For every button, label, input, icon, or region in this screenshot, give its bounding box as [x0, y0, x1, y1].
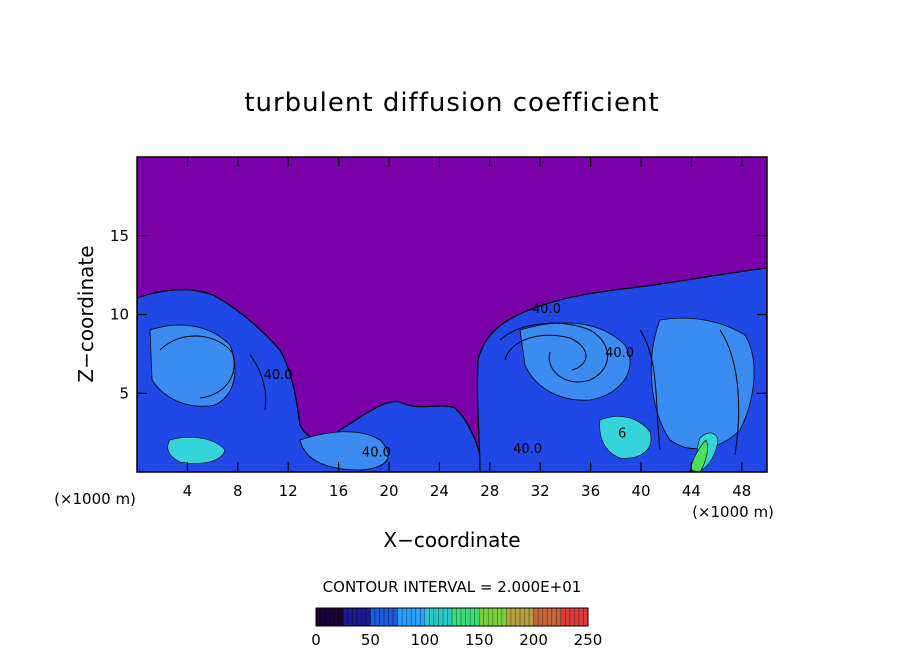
x-tick-label: 8 [233, 482, 243, 500]
colorbar-tick-label: 250 [574, 631, 603, 649]
x-tick-label: 32 [531, 482, 550, 500]
x-tick-label: 28 [480, 482, 499, 500]
x-axis-label: X−coordinate [383, 528, 520, 552]
colorbar-tick-label: 150 [465, 631, 494, 649]
colorbar-tick-label: 200 [519, 631, 548, 649]
contour-lines [159, 322, 740, 456]
contour-labels: 40.0 40.0 40.0 40.0 40.0 6 [264, 302, 634, 460]
contour-label: 6 [618, 426, 626, 441]
contour-label: 40.0 [362, 445, 391, 460]
green-hotspot [689, 439, 708, 472]
y-axis-label: Z−coordinate [74, 245, 98, 382]
contour-label: 40.0 [605, 346, 634, 361]
contour-label: 40.0 [513, 442, 542, 457]
chart-title: turbulent diffusion coefficient [244, 88, 659, 118]
x-tick-label: 40 [631, 482, 650, 500]
colorbar-tick-label: 100 [410, 631, 439, 649]
heatmap-field [137, 157, 767, 472]
colorbar-tick-label: 0 [311, 631, 321, 649]
colorbar-tick-label: 50 [361, 631, 380, 649]
x-unit-left: (×1000 m) [54, 490, 136, 508]
x-unit-right: (×1000 m) [692, 503, 774, 521]
x-tick-label: 16 [329, 482, 348, 500]
y-tick-label: 5 [119, 384, 129, 402]
colorbar: 0 50 100 150 200 250 [311, 607, 603, 649]
y-axis: 5 10 15 [110, 227, 767, 402]
x-tick-label: 48 [732, 482, 751, 500]
contour-label: 40.0 [264, 368, 293, 383]
x-tick-label: 44 [682, 482, 701, 500]
x-tick-label: 4 [183, 482, 193, 500]
x-axis: 4 8 12 16 20 24 28 32 36 40 44 48 [183, 157, 751, 500]
y-tick-label: 10 [110, 306, 129, 324]
x-tick-label: 12 [279, 482, 298, 500]
y-tick-label: 15 [110, 227, 129, 245]
light-patches [149, 317, 755, 471]
colorbar-frame [315, 607, 589, 627]
x-tick-label: 20 [379, 482, 398, 500]
contour-label: 40.0 [532, 302, 561, 317]
x-tick-label: 24 [430, 482, 449, 500]
contour-interval-text: CONTOUR INTERVAL = 2.000E+01 [323, 578, 582, 596]
x-tick-label: 36 [581, 482, 600, 500]
